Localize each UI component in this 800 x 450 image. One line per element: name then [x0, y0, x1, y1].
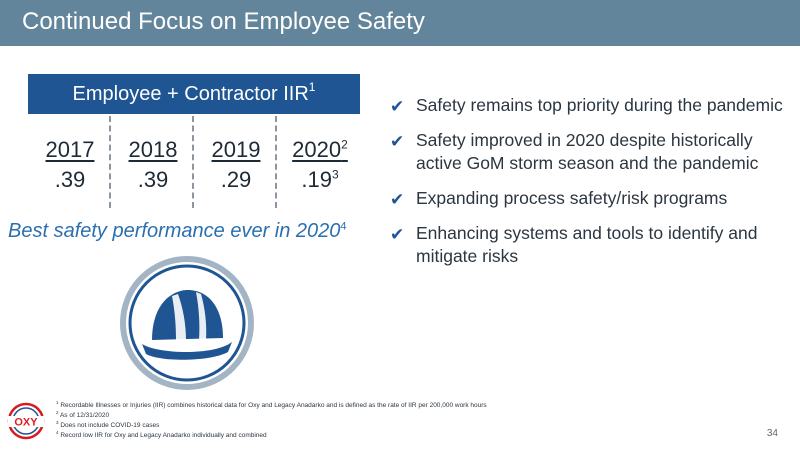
iir-year: 2018	[128, 137, 178, 162]
check-icon: ✔	[390, 97, 405, 116]
bullet-item: ✔ Expanding process safety/risk programs	[390, 188, 728, 209]
footnote: 1 Recordable Illnesses or Injuries (IIR)…	[56, 399, 487, 409]
bullet-item: ✔ Enhancing systems and tools to identif…	[390, 223, 758, 266]
iir-column-2018: 2018 .39	[113, 136, 193, 194]
footnotes: 1 Recordable Illnesses or Injuries (IIR)…	[56, 399, 487, 441]
slide-title: Continued Focus on Employee Safety	[22, 8, 425, 35]
iir-column-2019: 2019 .29	[196, 136, 276, 194]
column-divider	[192, 116, 194, 208]
best-performance-text: Best safety performance ever in 2020	[8, 220, 341, 242]
check-icon: ✔	[390, 132, 405, 151]
svg-text:OXY: OXY	[14, 417, 38, 429]
bullet-item: ✔ Safety remains top priority during the…	[390, 95, 783, 116]
best-performance-callout: Best safety performance ever in 20204	[8, 220, 347, 243]
iir-column-2020: 20202 .193	[280, 136, 360, 194]
check-icon: ✔	[390, 190, 405, 209]
iir-value: .39	[54, 167, 86, 192]
iir-year: 2019	[211, 137, 261, 162]
iir-header: Employee + Contractor IIR1	[28, 74, 360, 114]
page-number: 34	[766, 428, 778, 439]
iir-year: 20202	[292, 137, 348, 162]
iir-value: .193	[301, 167, 339, 192]
iir-header-text: Employee + Contractor IIR	[72, 83, 309, 105]
column-divider	[109, 116, 111, 208]
iir-year: 2017	[45, 137, 95, 162]
iir-header-note: 1	[308, 80, 316, 95]
footnote: 4 Record low IIR for Oxy and Legacy Anad…	[56, 429, 267, 439]
hard-hat-icon	[120, 256, 254, 390]
bullet-item: ✔ Safety improved in 2020 despite histor…	[390, 130, 759, 173]
title-bar: Continued Focus on Employee Safety	[0, 0, 800, 46]
oxy-logo: OXY	[6, 399, 46, 443]
best-performance-note: 4	[340, 220, 347, 233]
footnote: 3 Does not include COVID-19 cases	[56, 419, 160, 429]
bullet-list: ✔ Safety remains top priority during the…	[390, 94, 795, 280]
iir-value: .29	[220, 167, 252, 192]
iir-column-2017: 2017 .39	[30, 136, 110, 194]
check-icon: ✔	[390, 225, 405, 244]
iir-value: .39	[137, 167, 169, 192]
footnote: 2 As of 12/31/2020	[56, 409, 110, 419]
column-divider	[275, 116, 277, 208]
